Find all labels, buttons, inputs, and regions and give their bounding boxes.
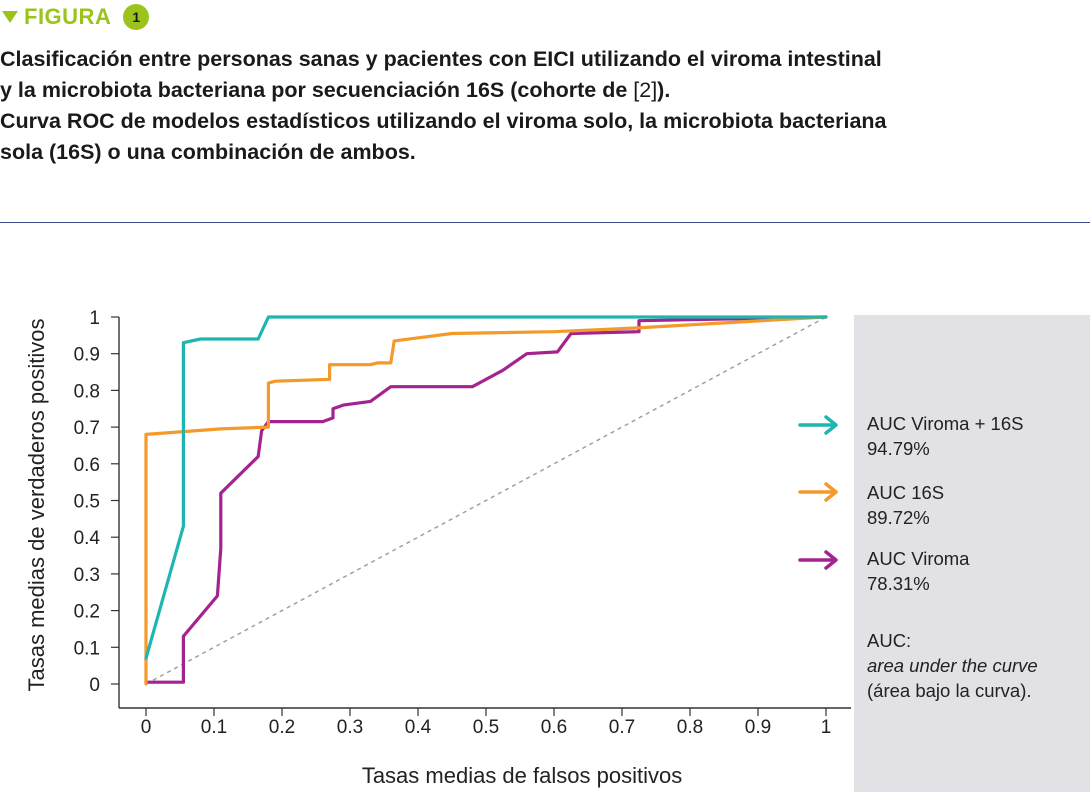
- figure-header: FIGURA 1: [0, 4, 150, 30]
- x-tick-label: 0.7: [609, 717, 635, 738]
- auc-note-english: area under the curve: [867, 655, 1038, 676]
- legend-item-viroma: AUC Viroma 78.31%: [867, 546, 969, 596]
- header-divider: [0, 222, 1090, 223]
- legend-label: AUC Viroma: [867, 548, 970, 569]
- x-tick-label: 1: [821, 717, 832, 738]
- auc-note-title: AUC:: [867, 630, 912, 651]
- legend-item-viroma-16s: AUC Viroma + 16S 94.79%: [867, 411, 1023, 461]
- figure-number-badge: 1: [123, 4, 150, 30]
- y-tick-label: 0.6: [74, 455, 100, 476]
- x-tick-label: 0.9: [745, 717, 771, 738]
- y-tick-label: 0.1: [74, 638, 100, 659]
- caption-reference: [2]: [633, 78, 658, 102]
- caption-line-2-text: y la microbiota bacteriana por secuencia…: [0, 78, 634, 102]
- caption-line-2: y la microbiota bacteriana por secuencia…: [0, 75, 1085, 106]
- y-tick-label: 0.7: [74, 418, 100, 439]
- y-tick-label: 0.2: [74, 602, 100, 623]
- x-tick-label: 0.2: [269, 717, 295, 738]
- y-axis-title: Tasas medias de verdaderos positivos: [24, 319, 49, 692]
- triangle-down-icon: [2, 11, 18, 23]
- roc-curve-viroma: [144, 315, 828, 684]
- caption-line-3: Curva ROC de modelos estadísticos utiliz…: [0, 109, 887, 133]
- y-tick-label: 0: [89, 675, 100, 696]
- legend-value: 94.79%: [867, 438, 930, 459]
- caption-line-2-end: ).: [657, 78, 671, 102]
- x-tick-label: 0.5: [473, 717, 499, 738]
- figure-label: FIGURA: [24, 4, 112, 29]
- y-tick-label: 0.3: [74, 565, 100, 586]
- caption-line-4: sola (16S) o una combinación de ambos.: [0, 140, 416, 164]
- x-tick-label: 0.3: [337, 717, 363, 738]
- x-tick-label: 0.8: [677, 717, 703, 738]
- auc-note: AUC: area under the curve (área bajo la …: [867, 628, 1038, 703]
- y-tick-label: 0.9: [74, 345, 100, 366]
- x-axis-title: Tasas medias de falsos positivos: [362, 763, 682, 788]
- legend-item-16s: AUC 16S 89.72%: [867, 480, 944, 530]
- legend-label: AUC 16S: [867, 482, 945, 503]
- roc-curve-16s: [144, 315, 828, 686]
- figure-caption: Clasificación entre personas sanas y pac…: [0, 44, 1085, 168]
- y-tick-label: 1: [89, 308, 100, 329]
- x-tick-label: 0: [141, 717, 152, 738]
- y-tick-label: 0.5: [74, 492, 100, 513]
- legend-panel: [854, 315, 1090, 792]
- y-tick-label: 0.8: [74, 381, 100, 402]
- chance-diagonal-line: [145, 316, 827, 685]
- legend-arrowhead-icon: [824, 482, 838, 502]
- legend-arrowhead-icon: [824, 415, 838, 435]
- roc-curve-viroma-16s: [144, 315, 828, 660]
- x-tick-label: 0.1: [201, 717, 227, 738]
- x-tick-label: 0.4: [405, 717, 432, 738]
- caption-line-1: Clasificación entre personas sanas y pac…: [0, 47, 882, 71]
- legend-value: 89.72%: [867, 507, 930, 528]
- legend-value: 78.31%: [867, 573, 930, 594]
- legend-label: AUC Viroma + 16S: [867, 413, 1024, 434]
- x-tick-label: 0.6: [541, 717, 567, 738]
- legend-arrowhead-icon: [824, 550, 838, 570]
- y-tick-label: 0.4: [74, 528, 101, 549]
- auc-note-spanish: (área bajo la curva).: [867, 680, 1032, 701]
